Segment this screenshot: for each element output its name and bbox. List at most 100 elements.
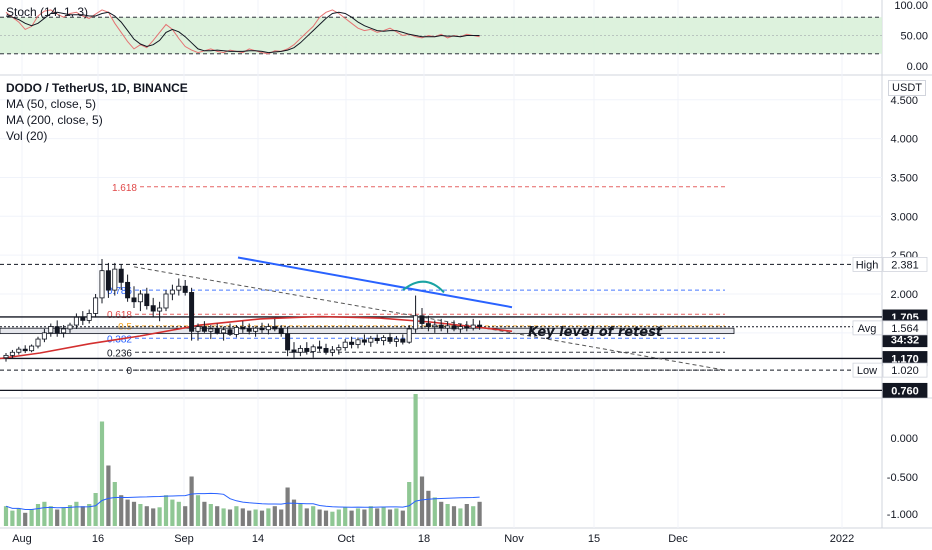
price-tick-label: 4.500 <box>890 95 918 107</box>
candle-body <box>131 297 137 303</box>
candle-body <box>118 268 124 283</box>
price-tick-label: 4.000 <box>890 134 918 146</box>
candle-body <box>457 326 463 330</box>
candle-body <box>105 270 111 291</box>
volume-bar <box>157 507 162 526</box>
price-tag-value: 1.564 <box>891 323 919 335</box>
volume-bar <box>330 511 335 526</box>
volume-tick-label: -0.500 <box>887 472 918 484</box>
volume-bar <box>80 506 85 526</box>
volume-bar <box>285 487 290 526</box>
x-tick-label: Dec <box>668 533 688 545</box>
volume-bar <box>291 499 297 526</box>
price-tag-box <box>882 362 928 378</box>
symbol-title[interactable]: DODO / TetherUS, 1D, BINANCE <box>6 81 188 95</box>
candle-body <box>3 354 9 359</box>
price-tag-label-box <box>852 320 883 336</box>
price-tag-box <box>882 320 928 336</box>
volume-bar <box>253 509 258 526</box>
candles <box>3 259 483 362</box>
candle-body <box>201 326 207 332</box>
candle-body <box>41 332 47 340</box>
price-tag-value: 1.020 <box>891 365 919 377</box>
volume-bar <box>477 501 482 526</box>
fib-level-label: 0.786 <box>107 286 132 297</box>
volume-bar <box>432 497 437 526</box>
candle-body <box>157 307 163 312</box>
x-tick-label: Aug <box>12 533 32 545</box>
candle-body <box>253 327 259 332</box>
price-tag-value: 34:32 <box>891 335 919 347</box>
volume-tick-label: -1.000 <box>887 509 918 521</box>
candle-body <box>400 338 406 343</box>
volume-bar <box>362 509 367 526</box>
volume-ma-line <box>5 492 480 510</box>
volume-bar <box>407 482 412 526</box>
x-tick-label: 16 <box>92 533 104 545</box>
price-tick-label: 3.500 <box>890 172 918 184</box>
volume-bar <box>29 509 34 526</box>
indicator-ma50[interactable]: MA (50, close, 5) <box>6 97 97 111</box>
x-tick-label: Sep <box>174 533 194 545</box>
x-tick-label: 14 <box>252 533 264 545</box>
candle-body <box>438 324 444 329</box>
volume-bar <box>304 508 309 526</box>
stoch-d-line <box>5 11 480 54</box>
candle-body <box>445 325 451 329</box>
volume-bar <box>16 508 21 526</box>
candle-body <box>323 347 329 353</box>
candle-body <box>227 329 233 335</box>
price-tag-box <box>882 382 928 398</box>
volume-bar <box>387 509 393 526</box>
candle-body <box>272 326 278 330</box>
candle-body <box>163 293 169 309</box>
candle-body <box>368 337 374 343</box>
stoch-tick-label: 0.00 <box>907 61 928 73</box>
candle-body <box>451 325 457 330</box>
volume-bar <box>266 508 271 526</box>
volume-bar <box>375 508 380 526</box>
volume-bar <box>138 504 143 526</box>
candle-body <box>93 297 99 314</box>
volume-bar <box>323 510 329 526</box>
stoch-legend: Stoch (14, 1, 3) <box>6 4 88 20</box>
stoch-k-line <box>5 9 480 55</box>
indicator-vol[interactable]: Vol (20) <box>6 129 48 143</box>
price-tag-label: High <box>856 259 879 271</box>
candle-body <box>393 338 399 342</box>
candle-body <box>470 324 476 329</box>
stoch-pane <box>0 9 882 55</box>
volume-bar <box>240 508 245 526</box>
volume-bar <box>3 506 9 526</box>
dashed-trendline <box>133 266 726 371</box>
candle-body <box>240 327 246 330</box>
key-level-zone <box>0 327 735 335</box>
volume-bar <box>234 506 239 526</box>
candle-body <box>329 349 335 353</box>
ma200-line <box>0 315 513 360</box>
candle-body <box>278 328 284 335</box>
candle-body <box>29 345 35 352</box>
fib-level-label: 0 <box>126 366 132 377</box>
candle-body <box>189 292 195 332</box>
volume-bar <box>343 507 348 526</box>
candle-body <box>246 328 252 332</box>
candle-body <box>54 326 60 334</box>
stoch-tick-label: 100.00 <box>894 0 928 12</box>
price-tick-label: 2.000 <box>890 289 918 301</box>
volume-bar <box>35 504 41 526</box>
volume-bar <box>445 504 450 526</box>
blue-trendline <box>237 256 513 309</box>
candle-body <box>22 348 28 352</box>
currency-label[interactable]: USDT <box>888 80 926 96</box>
candle-body <box>374 337 380 342</box>
volume-bar <box>125 499 130 526</box>
indicator-ma200[interactable]: MA (200, close, 5) <box>6 113 103 127</box>
candle-body <box>310 346 316 352</box>
x-tick-label: 2022 <box>830 533 854 545</box>
volume-bar <box>183 506 188 526</box>
candle-body <box>182 285 188 293</box>
main-legend: DODO / TetherUS, 1D, BINANCE MA (50, clo… <box>6 80 188 144</box>
candle-body <box>35 338 41 347</box>
